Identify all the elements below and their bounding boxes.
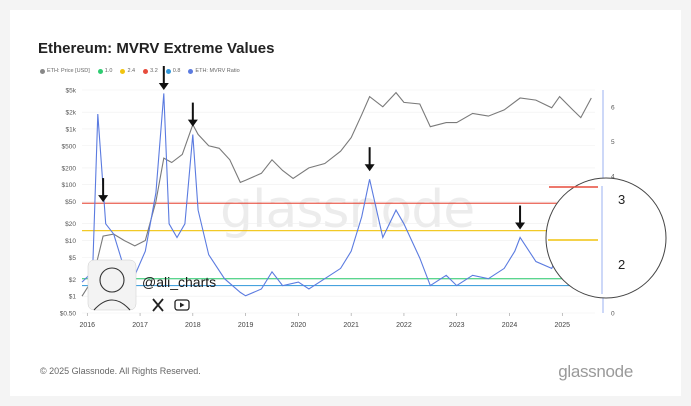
x-tick-label: 2017 bbox=[132, 322, 148, 329]
legend-swatch bbox=[120, 68, 126, 74]
legend-swatch bbox=[40, 68, 45, 74]
y-left-tick-label: $0.50 bbox=[60, 311, 77, 318]
legend-swatch bbox=[97, 68, 103, 74]
series-line-eth-price bbox=[81, 91, 592, 297]
y-left-tick-label: $2k bbox=[66, 110, 77, 117]
zoom-axis-label: 2 bbox=[618, 257, 625, 272]
legend-swatch bbox=[143, 68, 149, 74]
legend: ETH: Price [USD] 1.0 2.4 3.2 0.8 ETH: MVRV Ra… bbox=[40, 68, 240, 74]
y-left-tick-label: $10 bbox=[65, 238, 76, 245]
annotation-arrow-head bbox=[158, 83, 169, 90]
footer-brand-logo: glassnode bbox=[558, 362, 633, 381]
x-tick-label: 2023 bbox=[449, 322, 465, 329]
y-left-tick-label: $1 bbox=[69, 294, 77, 301]
y-right-tick-label: 6 bbox=[611, 105, 615, 112]
y-left-tick-label: $500 bbox=[62, 143, 77, 150]
legend-label: 0.8 bbox=[172, 68, 181, 74]
legend-swatch bbox=[188, 68, 194, 74]
youtube-icon bbox=[174, 299, 190, 311]
y-left-tick-label: $100 bbox=[62, 182, 77, 189]
legend-item: 0.8 bbox=[165, 68, 181, 74]
y-right-tick-label: 4 bbox=[611, 173, 615, 180]
legend-label: ETH: Price [USD] bbox=[47, 68, 90, 74]
legend-label: ETH: MVRV Ratio bbox=[195, 68, 240, 74]
y-left-tick-label: $50 bbox=[65, 199, 76, 206]
y-left-tick-label: $5 bbox=[69, 255, 77, 262]
y-left-tick-label: $200 bbox=[62, 165, 77, 172]
y-left-tick-label: $5k bbox=[66, 88, 77, 95]
series-line-mvrv-ratio bbox=[81, 93, 592, 297]
copyright-text: © 2025 Glassnode. All Rights Reserved. bbox=[40, 366, 201, 376]
annotation-arrow-head bbox=[515, 222, 526, 230]
x-tick-label: 2020 bbox=[291, 322, 307, 329]
x-tick-label: 2022 bbox=[396, 322, 412, 329]
youtube-play-glyph bbox=[180, 302, 185, 308]
legend-item: 3.2 bbox=[143, 68, 158, 74]
y-left-tick-label: $2 bbox=[69, 277, 77, 284]
legend-item: 2.4 bbox=[120, 68, 135, 74]
chart-card: Ethereum: MVRV Extreme Values ETH: Price… bbox=[10, 10, 681, 396]
x-tick-label: 2016 bbox=[79, 322, 95, 329]
y-right-tick-label: 5 bbox=[611, 139, 615, 146]
legend-label: 1.0 bbox=[104, 68, 113, 74]
legend-label: 2.4 bbox=[127, 68, 136, 74]
y-right-tick-label: 0 bbox=[611, 311, 615, 318]
zoom-circle bbox=[545, 177, 667, 299]
watermark: glassnode bbox=[220, 180, 475, 240]
legend-item: ETH: MVRV Ratio bbox=[188, 68, 240, 74]
avatar bbox=[87, 259, 137, 311]
chart-title: Ethereum: MVRV Extreme Values bbox=[38, 40, 275, 57]
annotation-arrow-head bbox=[98, 195, 109, 203]
annotation-arrow-head bbox=[364, 164, 375, 172]
x-tick-label: 2024 bbox=[502, 322, 518, 329]
x-tick-label: 2019 bbox=[238, 322, 254, 329]
legend-label: 3.2 bbox=[150, 68, 158, 74]
legend-item: 1.0 bbox=[97, 68, 113, 74]
author-handle: @ali_charts bbox=[142, 274, 217, 290]
avatar-shoulders bbox=[93, 299, 131, 311]
annotation-arrow-head bbox=[187, 119, 198, 127]
avatar-head bbox=[99, 267, 125, 293]
x-tick-label: 2021 bbox=[343, 322, 359, 329]
legend-swatch bbox=[165, 68, 171, 74]
chart-svg: $5k $2k $1k $500 $200 $100 $50 $20 $10 $5 $2 $1 $0.5… bbox=[60, 66, 667, 329]
zoom-axis-label: 3 bbox=[618, 192, 625, 207]
x-tick-label: 2025 bbox=[554, 322, 570, 329]
legend-item: ETH: Price [USD] bbox=[40, 68, 90, 74]
x-tick-label: 2018 bbox=[185, 322, 201, 329]
y-left-tick-label: $1k bbox=[66, 126, 77, 133]
x-icon bbox=[152, 298, 164, 312]
y-left-tick-label: $20 bbox=[65, 221, 76, 228]
